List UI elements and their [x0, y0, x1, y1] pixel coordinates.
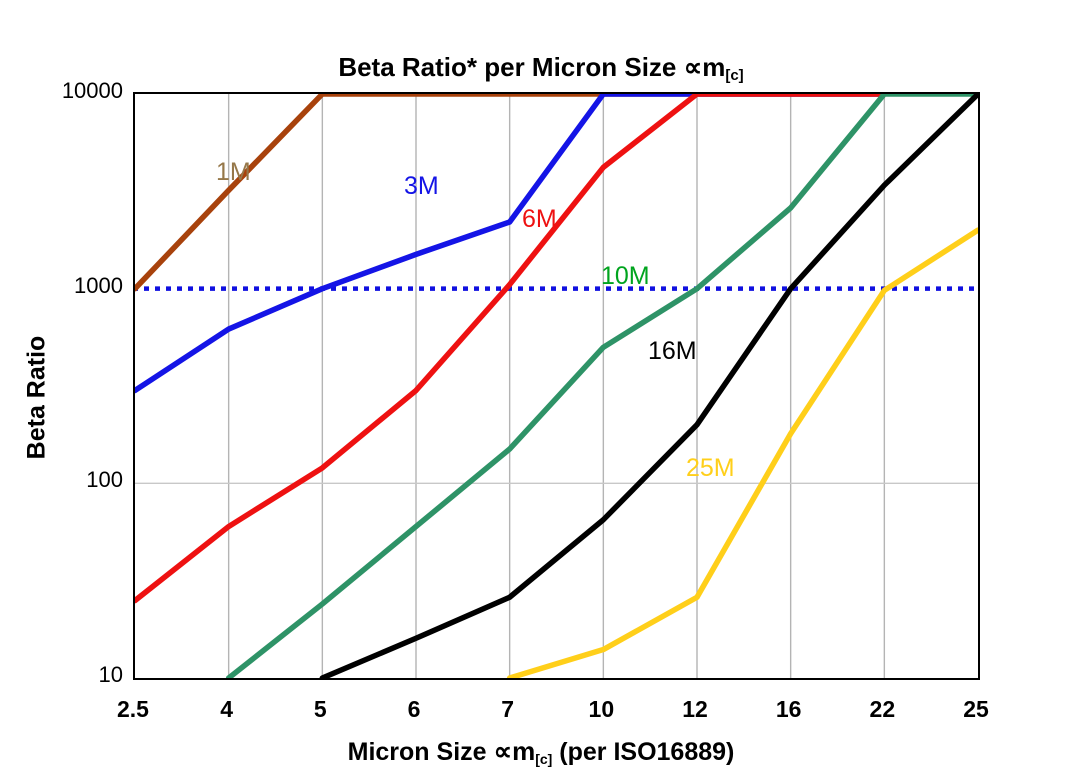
x-tick-label: 16 — [775, 696, 802, 722]
x-tick-label: 2.5 — [117, 696, 149, 722]
y-axis-tick-labels: 10 100 1000 10000 — [0, 0, 123, 782]
x-tick-label: 12 — [682, 696, 708, 722]
series-line-25M[interactable] — [506, 227, 978, 678]
series-line-16M[interactable] — [319, 94, 978, 678]
y-tick-label: 10 — [98, 662, 123, 687]
x-tick-label: 4 — [220, 696, 234, 722]
series-line-3M[interactable] — [135, 94, 888, 394]
series-line-1M[interactable] — [135, 94, 888, 292]
series-line-6M[interactable] — [135, 94, 888, 604]
y-tick-label: 100 — [86, 467, 123, 493]
plot-area — [133, 92, 980, 680]
y-tick-label: 1000 — [74, 272, 123, 298]
x-axis-title-subscript: [c] — [535, 751, 553, 767]
chart-title-subscript: [c] — [725, 67, 744, 84]
series-label-3M: 3M — [404, 172, 439, 200]
x-axis-title: Micron Size ∝m[c] (per ISO16889) — [0, 736, 1082, 767]
x-tick-label: 7 — [501, 696, 515, 722]
x-axis-micron-symbol: ∝m — [493, 736, 536, 766]
x-axis-title-text: Micron Size — [347, 738, 494, 766]
series-label-16M: 16M — [648, 337, 697, 365]
series-label-10M: 10M — [601, 262, 650, 290]
x-tick-label: 25 — [963, 696, 989, 722]
x-tick-label: 5 — [313, 696, 327, 722]
chart-title-micron-symbol: ∝m — [683, 52, 726, 82]
x-tick-label: 6 — [407, 696, 421, 722]
series-label-25M: 25M — [686, 454, 735, 482]
x-tick-label: 22 — [869, 696, 896, 722]
x-tick-label: 10 — [588, 696, 615, 722]
series-label-1M: 1M — [216, 158, 251, 186]
series-line-10M[interactable] — [225, 94, 978, 678]
chart-title-text: Beta Ratio* per Micron Size — [338, 52, 684, 82]
y-tick-label: 10000 — [61, 78, 123, 103]
plot-svg — [135, 94, 978, 678]
x-axis-title-tail: (per ISO16889) — [552, 738, 735, 766]
chart-title: Beta Ratio* per Micron Size ∝m[c] — [0, 52, 1082, 84]
series-label-6M: 6M — [522, 205, 557, 233]
